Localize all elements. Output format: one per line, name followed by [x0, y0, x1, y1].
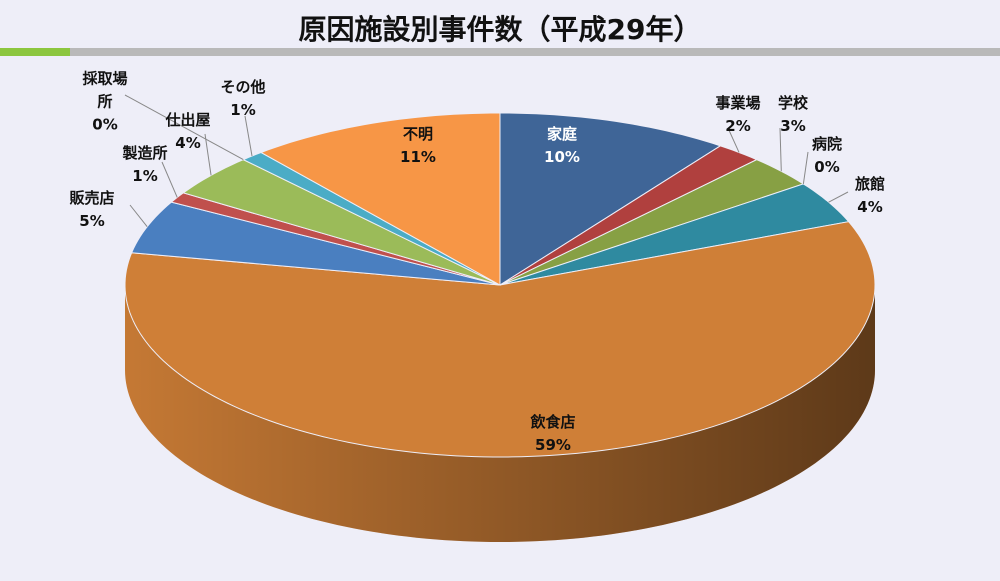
- chart-title: 原因施設別事件数（平成29年）: [298, 13, 702, 46]
- leader-line: [727, 127, 740, 153]
- data-label: 仕出屋 4%: [165, 109, 210, 155]
- header-bar: [70, 48, 1000, 56]
- leader-line: [828, 191, 849, 203]
- data-label: 旅館 4%: [855, 173, 885, 219]
- value-label: 4%: [857, 198, 883, 216]
- data-label: 製造所 1%: [122, 142, 167, 188]
- value-label: 3%: [780, 117, 806, 135]
- data-label: 学校 3%: [778, 92, 808, 138]
- category-label: 製造所: [122, 144, 168, 162]
- leader-line: [802, 151, 809, 184]
- leader-line: [124, 94, 244, 161]
- value-label: 0%: [814, 158, 840, 176]
- slice-side-shade: [125, 285, 875, 542]
- leader-line: [129, 204, 148, 228]
- value-label: 2%: [725, 117, 751, 135]
- leader-line: [244, 115, 253, 157]
- category-label: 学校: [777, 94, 809, 112]
- value-label: 4%: [175, 134, 201, 152]
- category-label: 採取場所: [82, 69, 128, 111]
- slice: [182, 159, 501, 286]
- slice: [499, 183, 850, 286]
- category-label: 事業場: [715, 94, 761, 112]
- category-label: その他: [220, 78, 266, 96]
- leader-line: [161, 161, 178, 198]
- category-label: 不明: [402, 125, 433, 143]
- data-label: 販売店 5%: [69, 187, 114, 233]
- value-label: 59%: [535, 436, 571, 454]
- value-label: 1%: [132, 167, 158, 185]
- slice: [499, 145, 758, 286]
- leader-line: [779, 127, 782, 172]
- header-bar-accent: [0, 48, 70, 56]
- value-label: 1%: [230, 101, 256, 119]
- leader-line: [204, 133, 212, 176]
- slice: [499, 112, 722, 286]
- category-label: 旅館: [854, 175, 886, 193]
- data-label: 採取場所 0%: [81, 68, 129, 137]
- slice: [124, 221, 876, 458]
- data-label: 病院 0%: [812, 133, 842, 179]
- value-label: 11%: [400, 148, 436, 166]
- category-label: 家庭: [546, 125, 577, 143]
- slice: [130, 201, 501, 286]
- category-label: 病院: [811, 135, 843, 153]
- category-label: 飲食店: [530, 413, 576, 431]
- value-label: 10%: [544, 148, 580, 166]
- data-label: その他 1%: [220, 76, 265, 122]
- data-label: 事業場 2%: [715, 92, 760, 138]
- data-label: 不明 11%: [400, 123, 436, 169]
- slice: [259, 112, 501, 286]
- category-label: 販売店: [69, 189, 115, 207]
- data-label: 家庭 10%: [544, 123, 580, 169]
- value-label: 5%: [79, 212, 105, 230]
- category-label: 仕出屋: [165, 111, 211, 129]
- value-label: 0%: [92, 115, 118, 134]
- data-label: 飲食店 59%: [530, 411, 575, 457]
